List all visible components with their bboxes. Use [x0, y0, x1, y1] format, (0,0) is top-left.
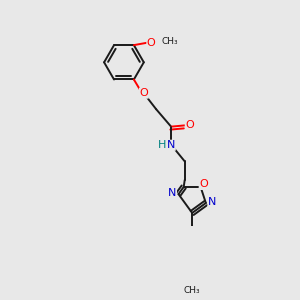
Text: O: O — [199, 179, 208, 190]
Text: N: N — [167, 140, 175, 150]
Text: O: O — [185, 120, 194, 130]
Text: O: O — [140, 88, 148, 98]
Text: N: N — [168, 188, 176, 198]
Text: O: O — [147, 38, 156, 48]
Text: N: N — [208, 197, 216, 207]
Text: CH₃: CH₃ — [161, 37, 178, 46]
Text: H: H — [158, 140, 166, 150]
Text: CH₃: CH₃ — [184, 286, 200, 295]
